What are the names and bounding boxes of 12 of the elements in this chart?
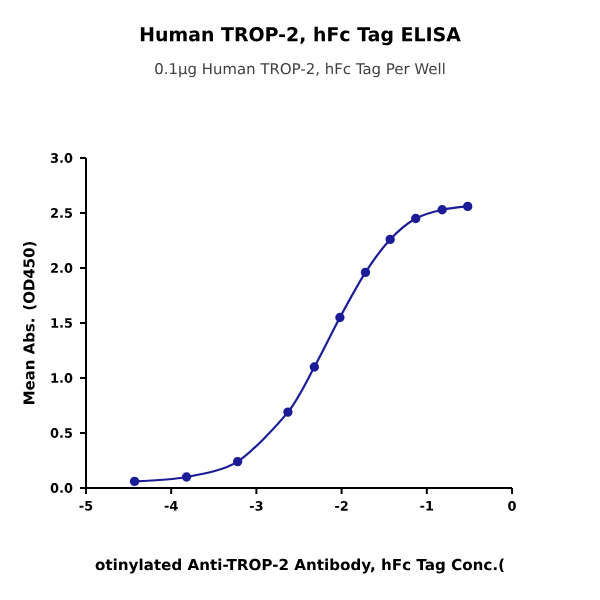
point	[309, 362, 320, 372]
point	[232, 456, 243, 467]
point	[283, 407, 293, 417]
point	[129, 476, 140, 487]
point	[181, 472, 192, 482]
point	[335, 312, 345, 323]
chart-title: Human TROP-2, hFc Tag ELISA	[140, 26, 461, 46]
point	[463, 201, 473, 212]
point	[437, 205, 447, 215]
point	[360, 267, 371, 278]
point	[385, 234, 395, 245]
point	[411, 213, 421, 224]
